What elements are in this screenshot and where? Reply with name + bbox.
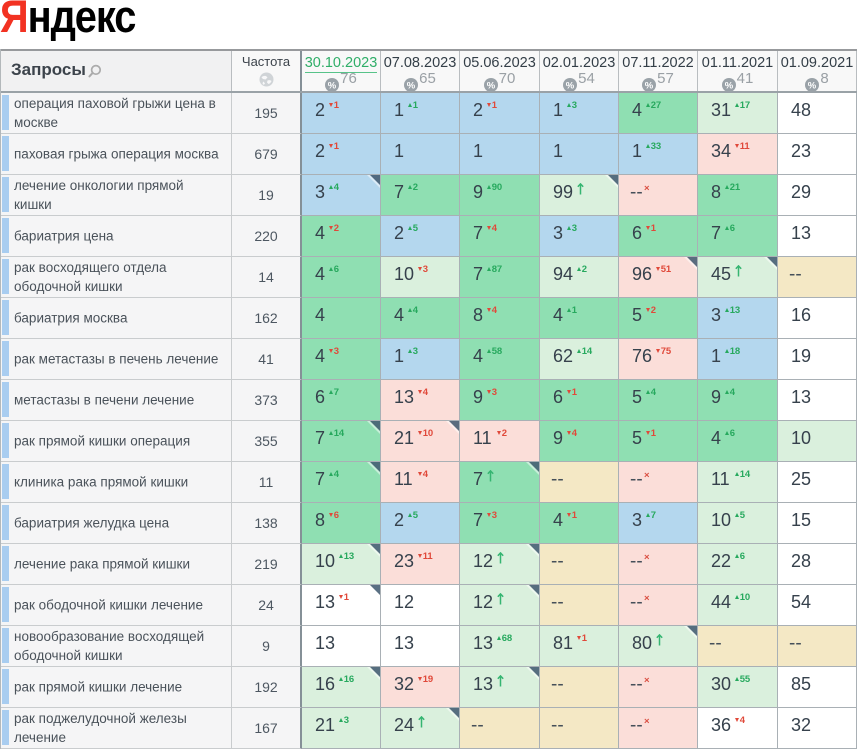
svg-text:%: % [328,80,337,91]
svg-text:%: % [566,80,575,91]
svg-text:%: % [808,80,817,91]
svg-text:%: % [724,80,733,91]
svg-text:%: % [645,80,654,91]
svg-text:%: % [486,80,495,91]
svg-text:%: % [407,80,416,91]
